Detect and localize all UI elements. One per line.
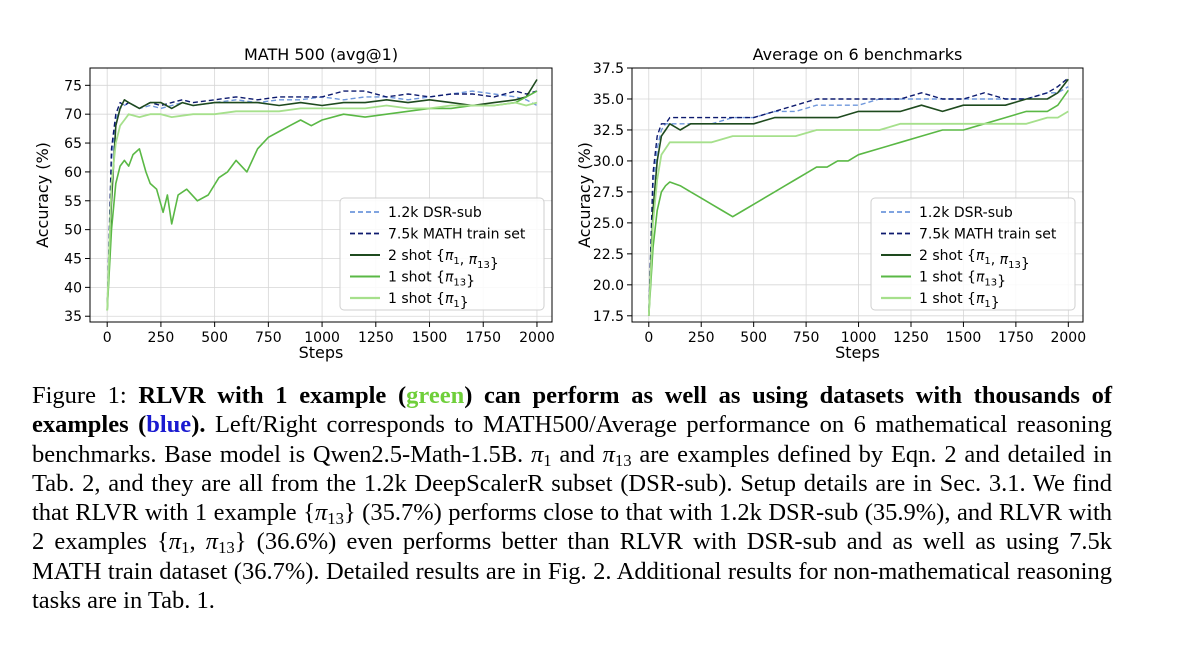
plot-frame	[631, 67, 1084, 323]
y-tick-label: 65	[64, 136, 82, 152]
x-tick-label: 1750	[465, 330, 501, 346]
x-tick-label: 2000	[519, 330, 555, 346]
caption-brace: }	[343, 499, 356, 527]
series-line-2	[648, 78, 1069, 316]
caption-pi: π	[531, 440, 544, 468]
legend-label-3: 1 shot {π13}	[388, 270, 475, 290]
caption-figure-label: Figure 1:	[32, 382, 127, 409]
chart-title: Average on 6 benchmarks	[753, 45, 963, 64]
caption-sub13: 13	[218, 538, 235, 558]
y-tick-label: 27.5	[593, 185, 624, 201]
figure-caption: Figure 1: RLVR with 1 example (green) ca…	[32, 381, 1112, 615]
legend-label-4: 1 shot {π1}	[919, 291, 1000, 311]
caption-brace: }	[234, 528, 247, 556]
legend-label-3: 1 shot {π13}	[919, 270, 1006, 290]
x-tick-label: 1500	[412, 330, 448, 346]
legend-box	[870, 197, 1076, 311]
series-line-1	[106, 90, 538, 311]
y-tick-label: 40	[64, 280, 82, 296]
series-line-4	[647, 110, 1069, 316]
y-tick-label: 45	[64, 252, 82, 268]
legend: 1.2k DSR-sub 7.5k MATH train set 2 shot {π…	[339, 197, 545, 311]
x-tick-label: 1000	[841, 330, 877, 346]
series-line-3	[106, 90, 538, 311]
y-tick-label: 55	[64, 194, 82, 210]
caption-pi: π	[602, 440, 615, 468]
caption-text1: Left/Right corresponds to MATH500/Averag…	[32, 411, 1112, 468]
y-tick-label: 60	[64, 165, 82, 181]
series-line-2	[106, 79, 538, 311]
caption-sub1: 1	[181, 538, 190, 558]
legend-label-2: 2 shot {π1, π13}	[919, 248, 1030, 272]
caption-sub1: 1	[543, 450, 552, 470]
y-tick-label: 37.5	[593, 61, 624, 77]
y-tick-label: 50	[64, 223, 82, 239]
series-line-3	[648, 89, 1069, 316]
caption-text4: (36.6%) even performs better than RLVR w…	[32, 528, 1112, 615]
x-tick-label: 500	[201, 330, 228, 346]
x-tick-label: 1000	[304, 330, 340, 346]
x-tick-label: 1750	[998, 330, 1034, 346]
x-tick-label: 250	[688, 330, 715, 346]
y-tick-label: 70	[64, 107, 82, 123]
y-tick-label: 30.0	[593, 154, 624, 170]
caption-green-word: green	[406, 382, 465, 409]
x-axis-label: Steps	[835, 343, 880, 362]
caption-brace: {	[157, 528, 169, 556]
legend-box	[339, 197, 545, 311]
x-tick-label: 500	[740, 330, 767, 346]
caption-sub13: 13	[614, 450, 632, 470]
x-tick-label: 1250	[893, 330, 929, 346]
y-tick-label: 20.0	[593, 278, 624, 294]
y-tick-label: 25.0	[593, 216, 624, 232]
y-tick-label: 17.5	[593, 309, 624, 325]
series-line-0	[648, 85, 1069, 316]
series-line-4	[106, 101, 538, 311]
y-axis-label: Accuracy (%)	[33, 142, 52, 248]
caption-sub13: 13	[327, 509, 344, 529]
legend-label-2: 2 shot {π1, π13}	[388, 248, 499, 272]
x-tick-label: 750	[255, 330, 282, 346]
legend-label-1: 7.5k MATH train set	[919, 227, 1057, 243]
caption-blue-word: blue	[146, 411, 192, 439]
x-tick-label: 750	[793, 330, 820, 346]
x-axis-label: Steps	[299, 343, 344, 362]
y-tick-label: 35.0	[593, 92, 624, 108]
chart-average-6-benchmarks: 0 250 500 750 1000 1250 1500 1750 2000 17.5 20.0 22…	[575, 45, 1086, 362]
y-tick-label: 22.5	[593, 247, 624, 263]
caption-and: and	[551, 440, 603, 468]
x-tick-label: 1500	[946, 330, 982, 346]
caption-bold-part2: ) can perform as well as using datasets …	[32, 382, 1112, 439]
caption-pi: π	[205, 528, 219, 556]
caption-pi: π	[314, 499, 328, 527]
y-tick-label: 32.5	[593, 123, 624, 139]
caption-comma: ,	[189, 528, 206, 556]
y-tick-label: 35	[64, 309, 82, 325]
caption-text3: (35.7%) performs close to that with 1.2k…	[32, 499, 1113, 556]
legend-label-0: 1.2k DSR-sub	[388, 205, 482, 221]
y-axis-label: Accuracy (%)	[575, 142, 594, 248]
plot-frame	[89, 67, 553, 323]
caption-text2: are examples defined by Eqn. 2 and detai…	[32, 440, 1113, 527]
y-tick-label: 75	[64, 78, 82, 94]
x-tick-label: 0	[644, 330, 653, 346]
legend-label-0: 1.2k DSR-sub	[919, 205, 1013, 221]
chart-math500: 0 250 500 750 1000 1250 1500 1750 2000 35 40 45 50 55…	[33, 45, 555, 362]
figure-charts: 0 250 500 750 1000 1250 1500 1750 20003540455055…	[33, 45, 1086, 362]
caption-bold-part3: ).	[191, 411, 206, 439]
legend: 1.2k DSR-sub 7.5k MATH train set 2 shot {π…	[870, 197, 1076, 311]
series-line-1	[648, 77, 1069, 316]
caption-bold-part1: RLVR with 1 example (	[138, 382, 407, 409]
caption-pi: π	[168, 528, 182, 556]
x-tick-label: 1250	[358, 330, 394, 346]
x-tick-label: 250	[148, 330, 175, 346]
caption-bold-claim: RLVR with 1 example (green) can perform …	[32, 382, 1112, 438]
x-tick-label: 0	[103, 330, 112, 346]
legend-label-1: 7.5k MATH train set	[388, 227, 526, 243]
legend-label-4: 1 shot {π1}	[388, 291, 469, 311]
caption-brace: {	[303, 499, 315, 527]
x-tick-label: 2000	[1050, 330, 1086, 346]
chart-title: MATH 500 (avg@1)	[244, 45, 398, 64]
